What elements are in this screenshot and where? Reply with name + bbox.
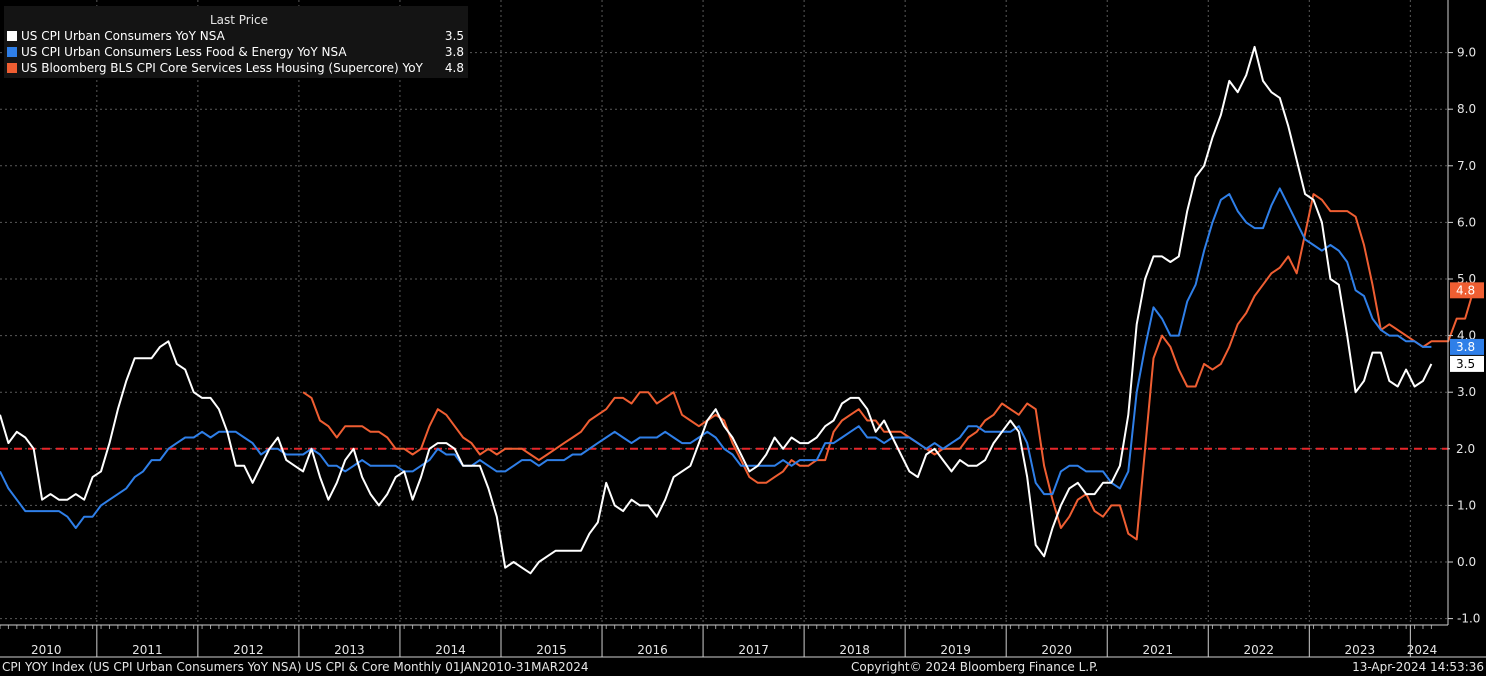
footer-timestamp: 13-Apr-2024 14:53:36: [1352, 660, 1484, 674]
last-tag-bg-cpi: [1450, 355, 1484, 372]
ref-tag-label: 2.0: [1456, 442, 1475, 456]
y-tick-label: 3.0: [1457, 385, 1476, 399]
last-tag-bg-supercore: [1450, 282, 1484, 299]
footer-copyright: Copyright© 2024 Bloomberg Finance L.P.: [851, 660, 1099, 674]
legend-value-supercore: 4.8: [444, 61, 464, 75]
x-tick-label: 2013: [334, 643, 365, 657]
legend-row-cpi: US CPI Urban Consumers YoY NSA 3.5: [4, 28, 468, 44]
x-tick-label: 2014: [435, 643, 466, 657]
axes: 9.08.07.06.05.04.03.02.01.00.0-1.0201020…: [0, 0, 1486, 658]
last-tag-cpi: 3.5: [1456, 357, 1475, 371]
legend-swatch-cpi: [7, 31, 17, 41]
y-tick-label: 6.0: [1457, 215, 1476, 229]
x-tick-label: 2012: [233, 643, 264, 657]
legend-label-core: US CPI Urban Consumers Less Food & Energ…: [21, 45, 347, 59]
x-tick-label: 2019: [940, 643, 971, 657]
x-tick-label: 2011: [132, 643, 163, 657]
x-tick-label: 2021: [1142, 643, 1173, 657]
x-tick-label: 2017: [738, 643, 769, 657]
last-value-tags: 3.5 3.8 4.8 2.0: [1450, 282, 1484, 457]
y-tick-label: 1.0: [1457, 498, 1476, 512]
x-tick-label: 2015: [536, 643, 567, 657]
ref-tag-bg: [1450, 440, 1484, 457]
last-tag-core: 3.8: [1456, 340, 1475, 354]
last-tag-supercore: 4.8: [1456, 283, 1475, 297]
series-line-cpi: [0, 45, 1433, 575]
x-tick-label: 2020: [1041, 643, 1072, 657]
series-group: [0, 45, 1475, 575]
y-tick-label: 7.0: [1457, 159, 1476, 173]
series-line-core: [0, 187, 1432, 529]
x-tick-label: 2023: [1345, 643, 1376, 657]
legend-label-supercore: US Bloomberg BLS CPI Core Services Less …: [21, 61, 423, 75]
legend-row-supercore: US Bloomberg BLS CPI Core Services Less …: [4, 60, 468, 76]
legend-swatch-core: [7, 47, 17, 57]
legend-swatch-supercore: [7, 63, 17, 73]
legend-row-core: US CPI Urban Consumers Less Food & Energ…: [4, 44, 468, 60]
legend: Last Price US CPI Urban Consumers YoY NS…: [4, 6, 468, 78]
y-tick-label: 0.0: [1457, 555, 1476, 569]
last-tag-bg-core: [1450, 338, 1484, 355]
y-tick-label: 9.0: [1457, 46, 1476, 60]
legend-value-cpi: 3.5: [444, 29, 464, 43]
x-tick-label: 2016: [637, 643, 668, 657]
x-tick-label: 2018: [839, 643, 870, 657]
legend-header: Last Price: [209, 13, 269, 27]
x-tick-label: 2022: [1244, 643, 1275, 657]
x-tick-label: 2024: [1407, 643, 1438, 657]
legend-value-core: 3.8: [444, 45, 464, 59]
footer-ticker-info: CPI YOY Index (US CPI Urban Consumers Yo…: [2, 660, 589, 674]
y-tick-label: 8.0: [1457, 102, 1476, 116]
series-line-supercore: [302, 193, 1475, 541]
y-tick-label: -1.0: [1457, 612, 1480, 626]
x-tick-label: 2010: [31, 643, 62, 657]
legend-label-cpi: US CPI Urban Consumers YoY NSA: [21, 29, 225, 43]
